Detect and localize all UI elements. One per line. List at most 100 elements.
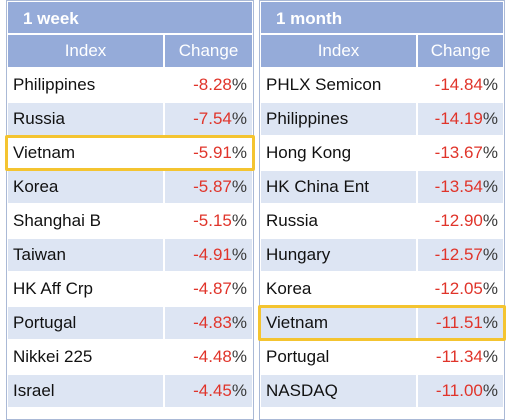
table-row[interactable]: Vietnam -5.91% [7, 136, 253, 170]
index-name: Korea [7, 170, 164, 204]
change-number: -11.34 [435, 347, 483, 366]
index-name: Hong Kong [260, 136, 417, 170]
index-name: Vietnam [260, 306, 417, 340]
percent-sign: % [482, 347, 498, 366]
change-number: -5.87 [193, 177, 232, 196]
table-row[interactable]: PHLX Semicon -14.84% [260, 68, 504, 102]
panel-title: 1 week [7, 1, 253, 34]
index-name: Vietnam [7, 136, 164, 170]
column-header-index[interactable]: Index [260, 34, 417, 68]
percent-sign: % [231, 313, 247, 332]
change-number: -11.00 [435, 381, 483, 400]
column-header-change[interactable]: Change [164, 34, 253, 68]
table-row[interactable]: Russia -7.54% [7, 102, 253, 136]
change-number: -8.28 [193, 75, 232, 94]
change-number: -4.48 [193, 347, 232, 366]
table-row[interactable]: Hong Kong -13.67% [260, 136, 504, 170]
change-value: -12.57% [417, 238, 504, 272]
change-number: -14.84 [434, 75, 483, 94]
change-number: -7.54 [193, 109, 232, 128]
change-value: -14.84% [417, 68, 504, 102]
table-row[interactable]: Philippines -8.28% [7, 68, 253, 102]
percent-sign: % [231, 211, 247, 230]
change-value: -4.45% [164, 374, 253, 408]
percent-sign: % [482, 381, 498, 400]
percent-sign: % [482, 177, 498, 196]
table-row[interactable]: Vietnam -11.51% [260, 306, 504, 340]
index-name: Nikkei 225 [7, 340, 164, 374]
change-number: -4.87 [193, 279, 232, 298]
percent-sign: % [231, 109, 247, 128]
table-row[interactable]: Philippines -14.19% [260, 102, 504, 136]
index-name: PHLX Semicon [260, 68, 417, 102]
change-number: -13.67 [434, 143, 483, 162]
change-number: -4.45 [193, 381, 232, 400]
table-header: Index Change [260, 34, 504, 68]
change-value: -13.54% [417, 170, 504, 204]
table-body: PHLX Semicon -14.84% Philippines -14.19% Hon… [260, 68, 504, 408]
table-row[interactable]: Portugal -11.34% [260, 340, 504, 374]
index-name: Hungary [260, 238, 417, 272]
change-number: -12.90 [434, 211, 483, 230]
change-value: -12.90% [417, 204, 504, 238]
percent-sign: % [482, 109, 498, 128]
panel-1-week: 1 week Index Change Philippines -8.28% Rus… [6, 0, 254, 420]
change-value: -4.91% [164, 238, 253, 272]
table-row[interactable]: Israel -4.45% [7, 374, 253, 408]
change-value: -7.54% [164, 102, 253, 136]
index-name: Russia [260, 204, 417, 238]
index-name: Korea [260, 272, 417, 306]
panel-title: 1 month [260, 1, 504, 34]
table-row[interactable]: Portugal -4.83% [7, 306, 253, 340]
change-value: -5.15% [164, 204, 253, 238]
change-number: -12.05 [434, 279, 483, 298]
percent-sign: % [231, 143, 247, 162]
table-row[interactable]: Nikkei 225 -4.48% [7, 340, 253, 374]
table-row[interactable]: HK Aff Crp -4.87% [7, 272, 253, 306]
change-value: -13.67% [417, 136, 504, 170]
percent-sign: % [231, 347, 247, 366]
percent-sign: % [482, 75, 498, 94]
column-header-index[interactable]: Index [7, 34, 164, 68]
change-value: -4.48% [164, 340, 253, 374]
change-value: -5.87% [164, 170, 253, 204]
percent-sign: % [482, 211, 498, 230]
change-number: -14.19 [434, 109, 483, 128]
change-value: -14.19% [417, 102, 504, 136]
index-name: Portugal [260, 340, 417, 374]
percent-sign: % [231, 279, 247, 298]
percent-sign: % [231, 177, 247, 196]
table-row[interactable]: NASDAQ -11.00% [260, 374, 504, 408]
table-header: Index Change [7, 34, 253, 68]
table-row[interactable]: Russia -12.90% [260, 204, 504, 238]
change-number: -13.54 [434, 177, 483, 196]
percent-sign: % [482, 279, 498, 298]
index-name: HK China Ent [260, 170, 417, 204]
change-value: -5.91% [164, 136, 253, 170]
change-number: -5.91 [193, 143, 232, 162]
change-value: -12.05% [417, 272, 504, 306]
table-row[interactable]: Taiwan -4.91% [7, 238, 253, 272]
index-name: Philippines [260, 102, 417, 136]
column-header-change[interactable]: Change [417, 34, 504, 68]
change-number: -5.15 [193, 211, 232, 230]
change-value: -4.83% [164, 306, 253, 340]
change-value: -11.51% [417, 306, 504, 340]
table-row[interactable]: Hungary -12.57% [260, 238, 504, 272]
percent-sign: % [231, 381, 247, 400]
index-name: Taiwan [7, 238, 164, 272]
index-name: Philippines [7, 68, 164, 102]
panel-1-month: 1 month Index Change PHLX Semicon -14.84%… [259, 0, 505, 420]
table-row[interactable]: Korea -12.05% [260, 272, 504, 306]
percent-sign: % [482, 245, 498, 264]
table-row[interactable]: Shanghai B -5.15% [7, 204, 253, 238]
index-name: NASDAQ [260, 374, 417, 408]
table-row[interactable]: HK China Ent -13.54% [260, 170, 504, 204]
change-number: -12.57 [434, 245, 483, 264]
percent-sign: % [482, 313, 498, 332]
index-name: Shanghai B [7, 204, 164, 238]
table-row[interactable]: Korea -5.87% [7, 170, 253, 204]
change-value: -8.28% [164, 68, 253, 102]
percent-sign: % [231, 245, 247, 264]
change-number: -11.51 [435, 313, 483, 332]
